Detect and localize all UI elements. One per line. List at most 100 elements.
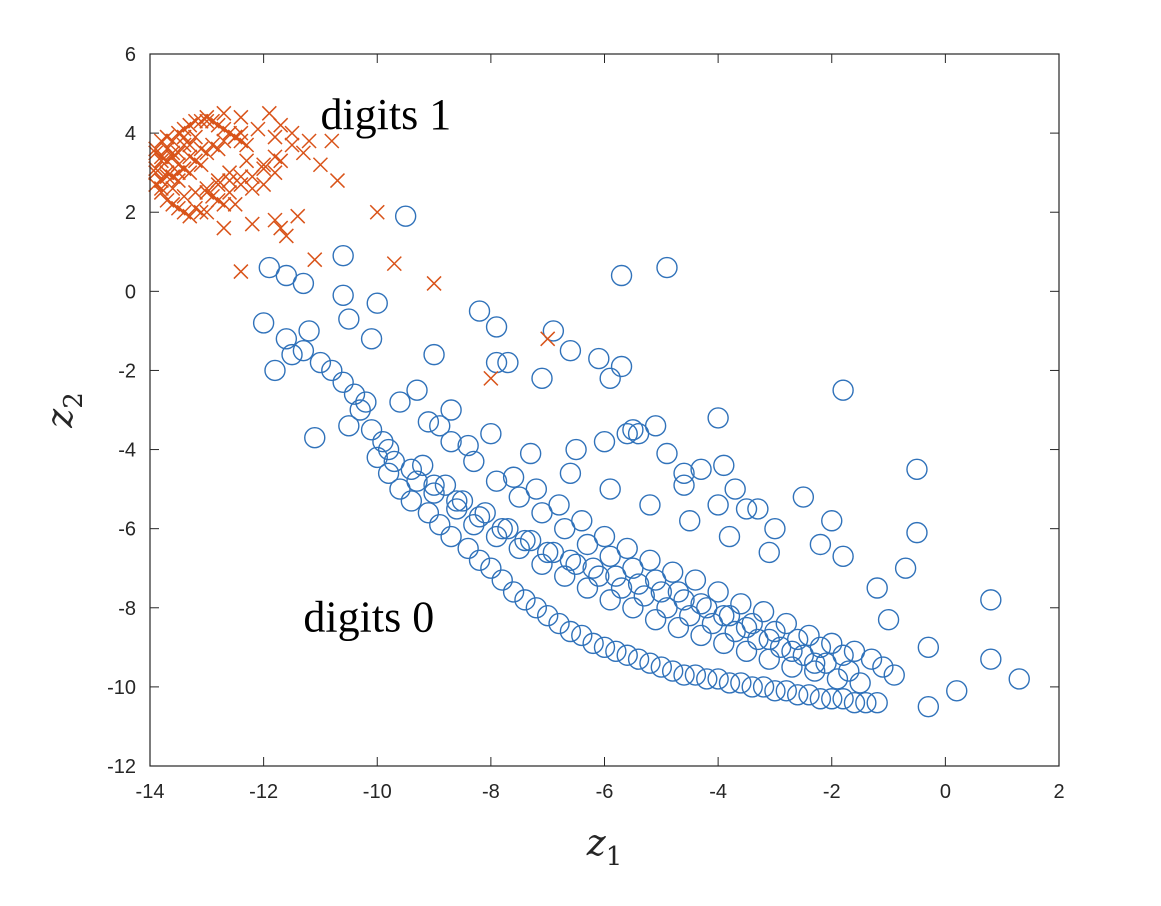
data-point bbox=[826, 668, 849, 690]
data-point bbox=[877, 608, 900, 631]
data-point bbox=[321, 359, 343, 382]
data-point bbox=[656, 442, 678, 465]
data-point bbox=[673, 589, 695, 611]
data-point bbox=[843, 692, 866, 714]
data-point bbox=[355, 391, 377, 413]
data-point bbox=[758, 628, 780, 651]
data-point bbox=[417, 411, 440, 433]
y-tick-label: 2 bbox=[125, 202, 136, 224]
data-point bbox=[468, 506, 491, 528]
y-tick-label: -4 bbox=[118, 440, 136, 462]
data-point bbox=[153, 180, 169, 197]
data-point bbox=[193, 157, 209, 173]
data-point bbox=[193, 204, 209, 220]
data-point bbox=[216, 133, 232, 149]
data-point bbox=[786, 684, 809, 706]
data-point bbox=[199, 113, 215, 129]
data-point bbox=[531, 367, 553, 390]
data-point bbox=[866, 692, 888, 714]
data-point bbox=[295, 145, 311, 161]
data-point bbox=[199, 145, 215, 161]
data-point bbox=[153, 133, 169, 149]
data-point bbox=[446, 498, 468, 520]
data-point bbox=[559, 620, 582, 643]
data-point bbox=[278, 228, 294, 244]
data-point bbox=[463, 514, 485, 536]
data-point bbox=[588, 347, 610, 370]
data-point bbox=[673, 474, 695, 496]
data-point bbox=[872, 656, 894, 678]
data-point bbox=[222, 165, 238, 181]
data-point bbox=[292, 339, 315, 362]
data-point bbox=[153, 153, 169, 169]
data-point bbox=[758, 541, 780, 564]
data-point bbox=[440, 525, 462, 548]
data-point bbox=[860, 648, 883, 670]
data-point bbox=[159, 192, 175, 208]
data-point bbox=[332, 371, 354, 394]
x-tick-label: -2 bbox=[823, 781, 841, 803]
data-point bbox=[713, 454, 735, 477]
data-point bbox=[239, 137, 255, 153]
data-point bbox=[599, 367, 621, 390]
data-point bbox=[582, 557, 604, 579]
data-point bbox=[622, 419, 644, 441]
data-point bbox=[281, 343, 303, 366]
data-point bbox=[233, 109, 249, 125]
data-point bbox=[707, 668, 729, 690]
data-point bbox=[906, 458, 928, 481]
data-point bbox=[446, 490, 468, 512]
data-point bbox=[644, 569, 667, 591]
data-point bbox=[667, 581, 690, 603]
data-point bbox=[713, 604, 735, 627]
data-point bbox=[485, 470, 508, 492]
data-point bbox=[298, 320, 320, 342]
data-point bbox=[216, 196, 232, 212]
data-point bbox=[256, 157, 272, 173]
data-point bbox=[338, 415, 360, 437]
data-point bbox=[832, 545, 854, 568]
y-tick-label: -2 bbox=[118, 360, 136, 382]
data-point bbox=[497, 517, 519, 540]
data-point bbox=[605, 640, 627, 662]
data-point bbox=[222, 173, 238, 189]
data-point bbox=[980, 648, 1002, 670]
data-point bbox=[514, 589, 536, 611]
data-point bbox=[502, 581, 525, 603]
data-point bbox=[883, 664, 905, 686]
data-point bbox=[622, 597, 644, 619]
data-point bbox=[684, 569, 707, 591]
data-point bbox=[406, 379, 428, 401]
data-point bbox=[148, 141, 164, 157]
data-point bbox=[349, 399, 371, 421]
data-point bbox=[284, 125, 300, 141]
data-point bbox=[713, 632, 735, 655]
data-point bbox=[275, 328, 298, 350]
data-point bbox=[588, 565, 610, 587]
x-tick-label: -4 bbox=[709, 781, 727, 803]
y-tick-label: -6 bbox=[118, 519, 136, 541]
data-point bbox=[264, 359, 286, 382]
data-point bbox=[165, 180, 181, 197]
data-point bbox=[417, 502, 440, 524]
data-point bbox=[187, 129, 203, 145]
data-point bbox=[187, 113, 203, 129]
data-point bbox=[360, 328, 383, 350]
data-point bbox=[273, 117, 289, 133]
data-point bbox=[250, 121, 266, 137]
data-point bbox=[273, 220, 289, 236]
data-point bbox=[821, 510, 843, 532]
data-point bbox=[707, 581, 729, 603]
data-point bbox=[423, 474, 445, 496]
x-tick-label: 2 bbox=[1053, 781, 1064, 803]
data-point bbox=[252, 312, 275, 334]
data-point bbox=[485, 316, 508, 338]
data-point bbox=[661, 660, 684, 682]
data-point bbox=[386, 256, 402, 272]
data-point bbox=[400, 458, 423, 481]
data-point bbox=[781, 656, 803, 678]
data-point bbox=[917, 695, 940, 718]
data-point bbox=[457, 537, 479, 560]
data-point bbox=[741, 676, 763, 698]
data-point bbox=[696, 668, 718, 690]
